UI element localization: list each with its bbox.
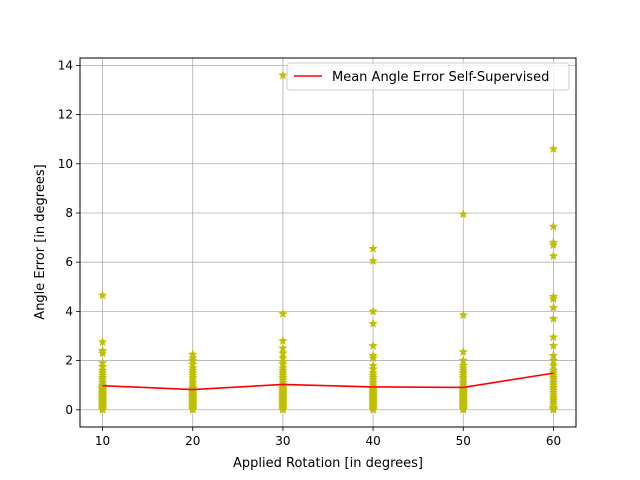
x-tick-label: 10 xyxy=(95,434,110,448)
scatter-point xyxy=(548,250,559,261)
scatter-point xyxy=(548,302,559,312)
scatter-points xyxy=(97,70,559,414)
scatter-point xyxy=(368,404,378,414)
y-axis-label: Angle Error [in degrees] xyxy=(33,164,48,319)
scatter-point xyxy=(548,239,559,250)
y-tick-label: 0 xyxy=(65,403,73,417)
scatter-point xyxy=(458,209,469,219)
x-tick-label: 60 xyxy=(546,434,561,448)
scatter-point xyxy=(278,308,288,318)
axes-frame xyxy=(79,57,577,428)
scatter-point xyxy=(368,306,378,316)
scatter-point xyxy=(278,404,288,414)
y-tick-label: 14 xyxy=(58,58,73,72)
plot-area xyxy=(80,58,576,427)
scatter-point xyxy=(548,221,559,231)
scatter-point xyxy=(548,404,559,414)
legend: Mean Angle Error Self-Supervised xyxy=(286,62,570,91)
y-tick-label: 8 xyxy=(65,206,73,220)
scatter-point xyxy=(368,318,378,328)
scatter-point xyxy=(368,353,378,363)
y-tick-label: 12 xyxy=(58,108,73,122)
scatter-point xyxy=(97,404,108,414)
y-tick-label: 6 xyxy=(65,255,73,269)
scatter-point xyxy=(548,340,559,350)
x-axis-label: Applied Rotation [in degrees] xyxy=(233,456,423,471)
x-axis-ticks: 10 20 30 40 50 60 xyxy=(95,427,561,448)
y-tick-label: 4 xyxy=(65,304,73,318)
mean-angle-error-line xyxy=(102,372,554,391)
scatter-point xyxy=(368,243,378,253)
scatter-point xyxy=(458,404,469,414)
y-tick-label: 10 xyxy=(58,157,73,171)
x-tick-label: 30 xyxy=(275,434,290,448)
scatter-point xyxy=(97,290,108,300)
scatter-point xyxy=(278,70,288,80)
scatter-point xyxy=(548,313,559,323)
scatter-point xyxy=(187,404,198,414)
x-tick-label: 50 xyxy=(456,434,471,448)
mean-line-layer xyxy=(102,372,554,391)
y-axis-ticks: 0 2 4 6 8 10 12 14 xyxy=(58,58,80,417)
x-tick-label: 40 xyxy=(365,434,380,448)
y-tick-label: 2 xyxy=(65,354,73,368)
scatter-point xyxy=(548,293,559,304)
scatter-point xyxy=(458,346,469,357)
scatter-point xyxy=(97,348,108,358)
scatter-point xyxy=(368,340,378,350)
scatter-point xyxy=(548,143,559,154)
scatter-point xyxy=(548,332,559,342)
scatter-point xyxy=(458,309,469,320)
scatter-point xyxy=(368,255,378,266)
x-tick-label: 20 xyxy=(185,434,200,448)
scatter-point xyxy=(278,335,288,346)
legend-box xyxy=(286,62,570,91)
scatter-point xyxy=(97,337,108,347)
legend-entry-mean: Mean Angle Error Self-Supervised xyxy=(332,70,549,85)
